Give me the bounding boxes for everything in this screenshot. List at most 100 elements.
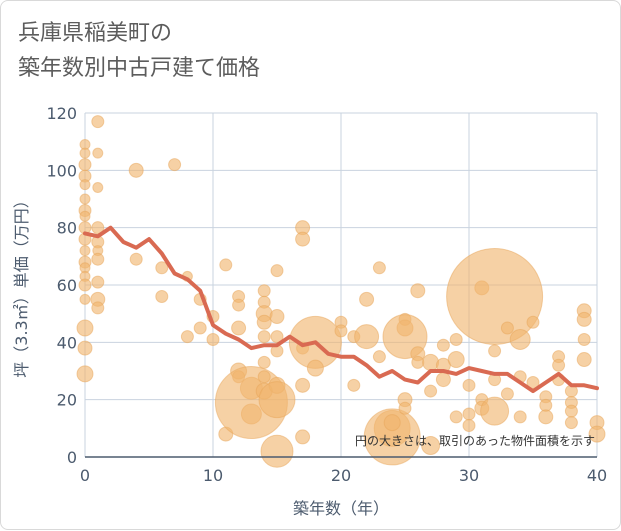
data-bubble — [526, 315, 540, 329]
x-tick-label: 0 — [80, 466, 90, 485]
data-bubble — [359, 291, 375, 307]
data-bubble — [193, 321, 207, 335]
data-bubble — [354, 324, 380, 350]
data-bubble — [76, 365, 94, 383]
data-bubble — [91, 275, 105, 289]
x-tick-label: 20 — [331, 466, 351, 485]
trend-line-layer — [83, 225, 599, 394]
y-tick-label: 100 — [46, 161, 77, 180]
data-bubble — [538, 409, 554, 425]
data-bubble — [449, 332, 463, 346]
data-bubble — [79, 210, 91, 222]
data-bubble — [79, 193, 91, 205]
data-bubble — [78, 278, 92, 292]
data-bubble — [260, 434, 294, 468]
data-bubble — [77, 340, 93, 356]
data-bubble — [76, 319, 94, 337]
data-bubble — [256, 314, 272, 330]
data-bubble — [424, 384, 438, 398]
data-bubble — [372, 261, 386, 275]
data-bubble — [295, 377, 311, 393]
y-tick-label: 20 — [57, 391, 77, 410]
data-bubble — [295, 231, 311, 247]
data-bubble — [449, 410, 463, 424]
data-bubble — [410, 283, 426, 299]
data-bubble — [79, 245, 91, 257]
data-bubble — [79, 179, 91, 191]
data-bubble — [552, 358, 566, 372]
data-bubble — [295, 429, 311, 445]
data-bubble — [231, 320, 247, 336]
data-bubble — [257, 330, 271, 344]
data-bubble — [270, 330, 284, 344]
data-bubble — [155, 261, 169, 275]
data-bubble — [219, 258, 233, 272]
x-tick-label: 40 — [587, 466, 607, 485]
data-bubble — [480, 396, 510, 426]
y-tick-label: 0 — [67, 448, 77, 467]
data-bubble — [334, 324, 348, 338]
data-bubble — [128, 162, 144, 178]
data-bubble — [383, 414, 401, 432]
x-tick-label: 10 — [203, 466, 223, 485]
data-bubble — [436, 338, 450, 352]
data-bubble — [526, 375, 540, 389]
data-bubble — [347, 378, 361, 392]
data-bubble — [513, 410, 527, 424]
data-bubble — [564, 404, 578, 418]
data-bubble — [363, 408, 421, 466]
data-bubble — [129, 252, 143, 266]
data-bubble — [422, 353, 440, 371]
data-bubble — [232, 298, 246, 312]
data-bubble — [79, 147, 91, 159]
data-bubble — [446, 247, 544, 345]
data-bubble — [462, 418, 476, 432]
data-bubble — [155, 289, 169, 303]
y-tick-label: 120 — [46, 104, 77, 123]
axes: 0 20 40 60 80 100 120 0 10 20 30 40 — [46, 104, 607, 485]
y-tick-label: 40 — [57, 333, 77, 352]
data-bubble — [500, 321, 514, 335]
data-bubble — [500, 387, 514, 401]
bubble-layer — [76, 115, 606, 468]
data-bubble — [447, 351, 465, 369]
data-bubble — [92, 182, 104, 194]
data-bubble — [91, 252, 105, 266]
data-bubble — [588, 425, 606, 443]
y-tick-label: 60 — [57, 276, 77, 295]
average-price-line — [83, 225, 599, 394]
data-bubble — [91, 301, 105, 315]
data-bubble — [168, 158, 182, 172]
data-bubble — [269, 309, 285, 325]
data-bubble — [462, 407, 476, 421]
data-bubble — [509, 328, 531, 350]
data-bubble — [257, 355, 271, 369]
data-bubble — [206, 332, 220, 346]
data-bubble — [180, 330, 194, 344]
data-bubble — [564, 416, 578, 430]
data-bubble — [488, 344, 502, 358]
chart-title: 兵庫県稲美町の 築年数別中古戸建て価格 — [18, 21, 261, 81]
data-bubble — [257, 370, 271, 384]
data-bubble — [576, 311, 592, 327]
y-axis-label: 坪（3.3㎡）単価（万円） — [12, 192, 31, 377]
data-bubble — [577, 332, 591, 346]
data-bubble — [79, 293, 91, 305]
x-tick-label: 30 — [459, 466, 479, 485]
data-bubble — [421, 436, 441, 456]
data-bubble — [576, 352, 592, 368]
data-bubble — [91, 221, 105, 235]
y-tick-label: 80 — [57, 219, 77, 238]
data-bubble — [435, 372, 451, 388]
data-bubble — [372, 350, 386, 364]
data-bubble — [91, 115, 105, 129]
x-axis-label: 築年数（年） — [293, 499, 389, 518]
size-legend-note: 円の大きさは、取引のあった物件面積を示す — [355, 433, 595, 448]
data-bubble — [306, 359, 324, 377]
data-bubble — [462, 378, 476, 392]
data-bubble — [258, 381, 296, 419]
data-bubble — [257, 284, 271, 298]
data-bubble — [270, 264, 284, 278]
